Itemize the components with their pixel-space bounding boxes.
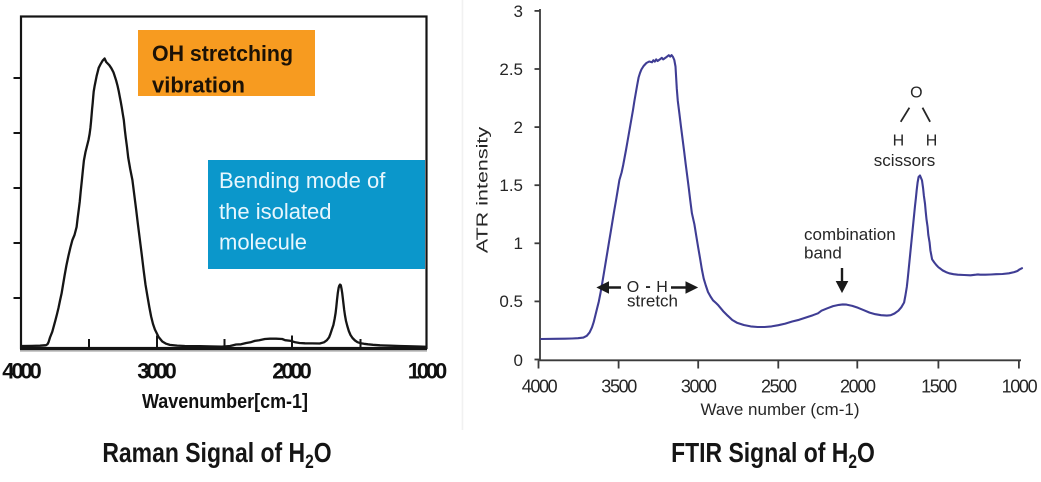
svg-text:1500: 1500 [921, 377, 957, 397]
svg-text:2.5: 2.5 [499, 60, 523, 79]
svg-text:Bending mode of: Bending mode of [219, 168, 386, 193]
svg-text:3000: 3000 [137, 359, 177, 384]
svg-text:2: 2 [514, 118, 523, 137]
svg-text:H: H [926, 133, 938, 150]
svg-text:3500: 3500 [601, 377, 637, 397]
svg-text:1000: 1000 [1002, 377, 1038, 397]
svg-text:1: 1 [514, 234, 523, 253]
svg-text:ATR intensity: ATR intensity [473, 126, 490, 253]
svg-text:1000: 1000 [408, 359, 448, 384]
svg-text:0: 0 [514, 351, 523, 370]
svg-text:scissors: scissors [874, 151, 935, 170]
svg-text:Raman Signal of H2O: Raman Signal of H2O [102, 438, 331, 472]
svg-text:3000: 3000 [681, 377, 717, 397]
svg-text:2000: 2000 [840, 377, 876, 397]
svg-text:Wave number (cm-1): Wave number (cm-1) [700, 400, 859, 419]
svg-text:O: O [627, 279, 639, 296]
svg-text:4000: 4000 [2, 359, 42, 384]
svg-text:combination: combination [804, 225, 896, 244]
svg-text:2500: 2500 [761, 377, 797, 397]
svg-text:molecule: molecule [219, 230, 307, 255]
svg-text:4000: 4000 [522, 377, 558, 397]
svg-text:vibration: vibration [152, 73, 245, 98]
svg-text:FTIR Signal of H2O: FTIR Signal of H2O [671, 438, 875, 472]
svg-text:3: 3 [514, 2, 523, 21]
svg-text:stretch: stretch [627, 292, 678, 311]
svg-text:1.5: 1.5 [499, 176, 523, 195]
svg-text:the isolated: the isolated [219, 199, 332, 224]
svg-text:OH stretching: OH stretching [152, 41, 293, 66]
svg-text:Wavenumber[cm-1]: Wavenumber[cm-1] [142, 391, 308, 413]
svg-text:H: H [893, 133, 905, 150]
svg-text:band: band [804, 244, 842, 263]
svg-text:H: H [656, 279, 668, 296]
svg-text:-: - [645, 278, 650, 295]
svg-text:2000: 2000 [272, 359, 312, 384]
svg-text:O: O [910, 85, 922, 102]
svg-text:0.5: 0.5 [499, 292, 523, 311]
